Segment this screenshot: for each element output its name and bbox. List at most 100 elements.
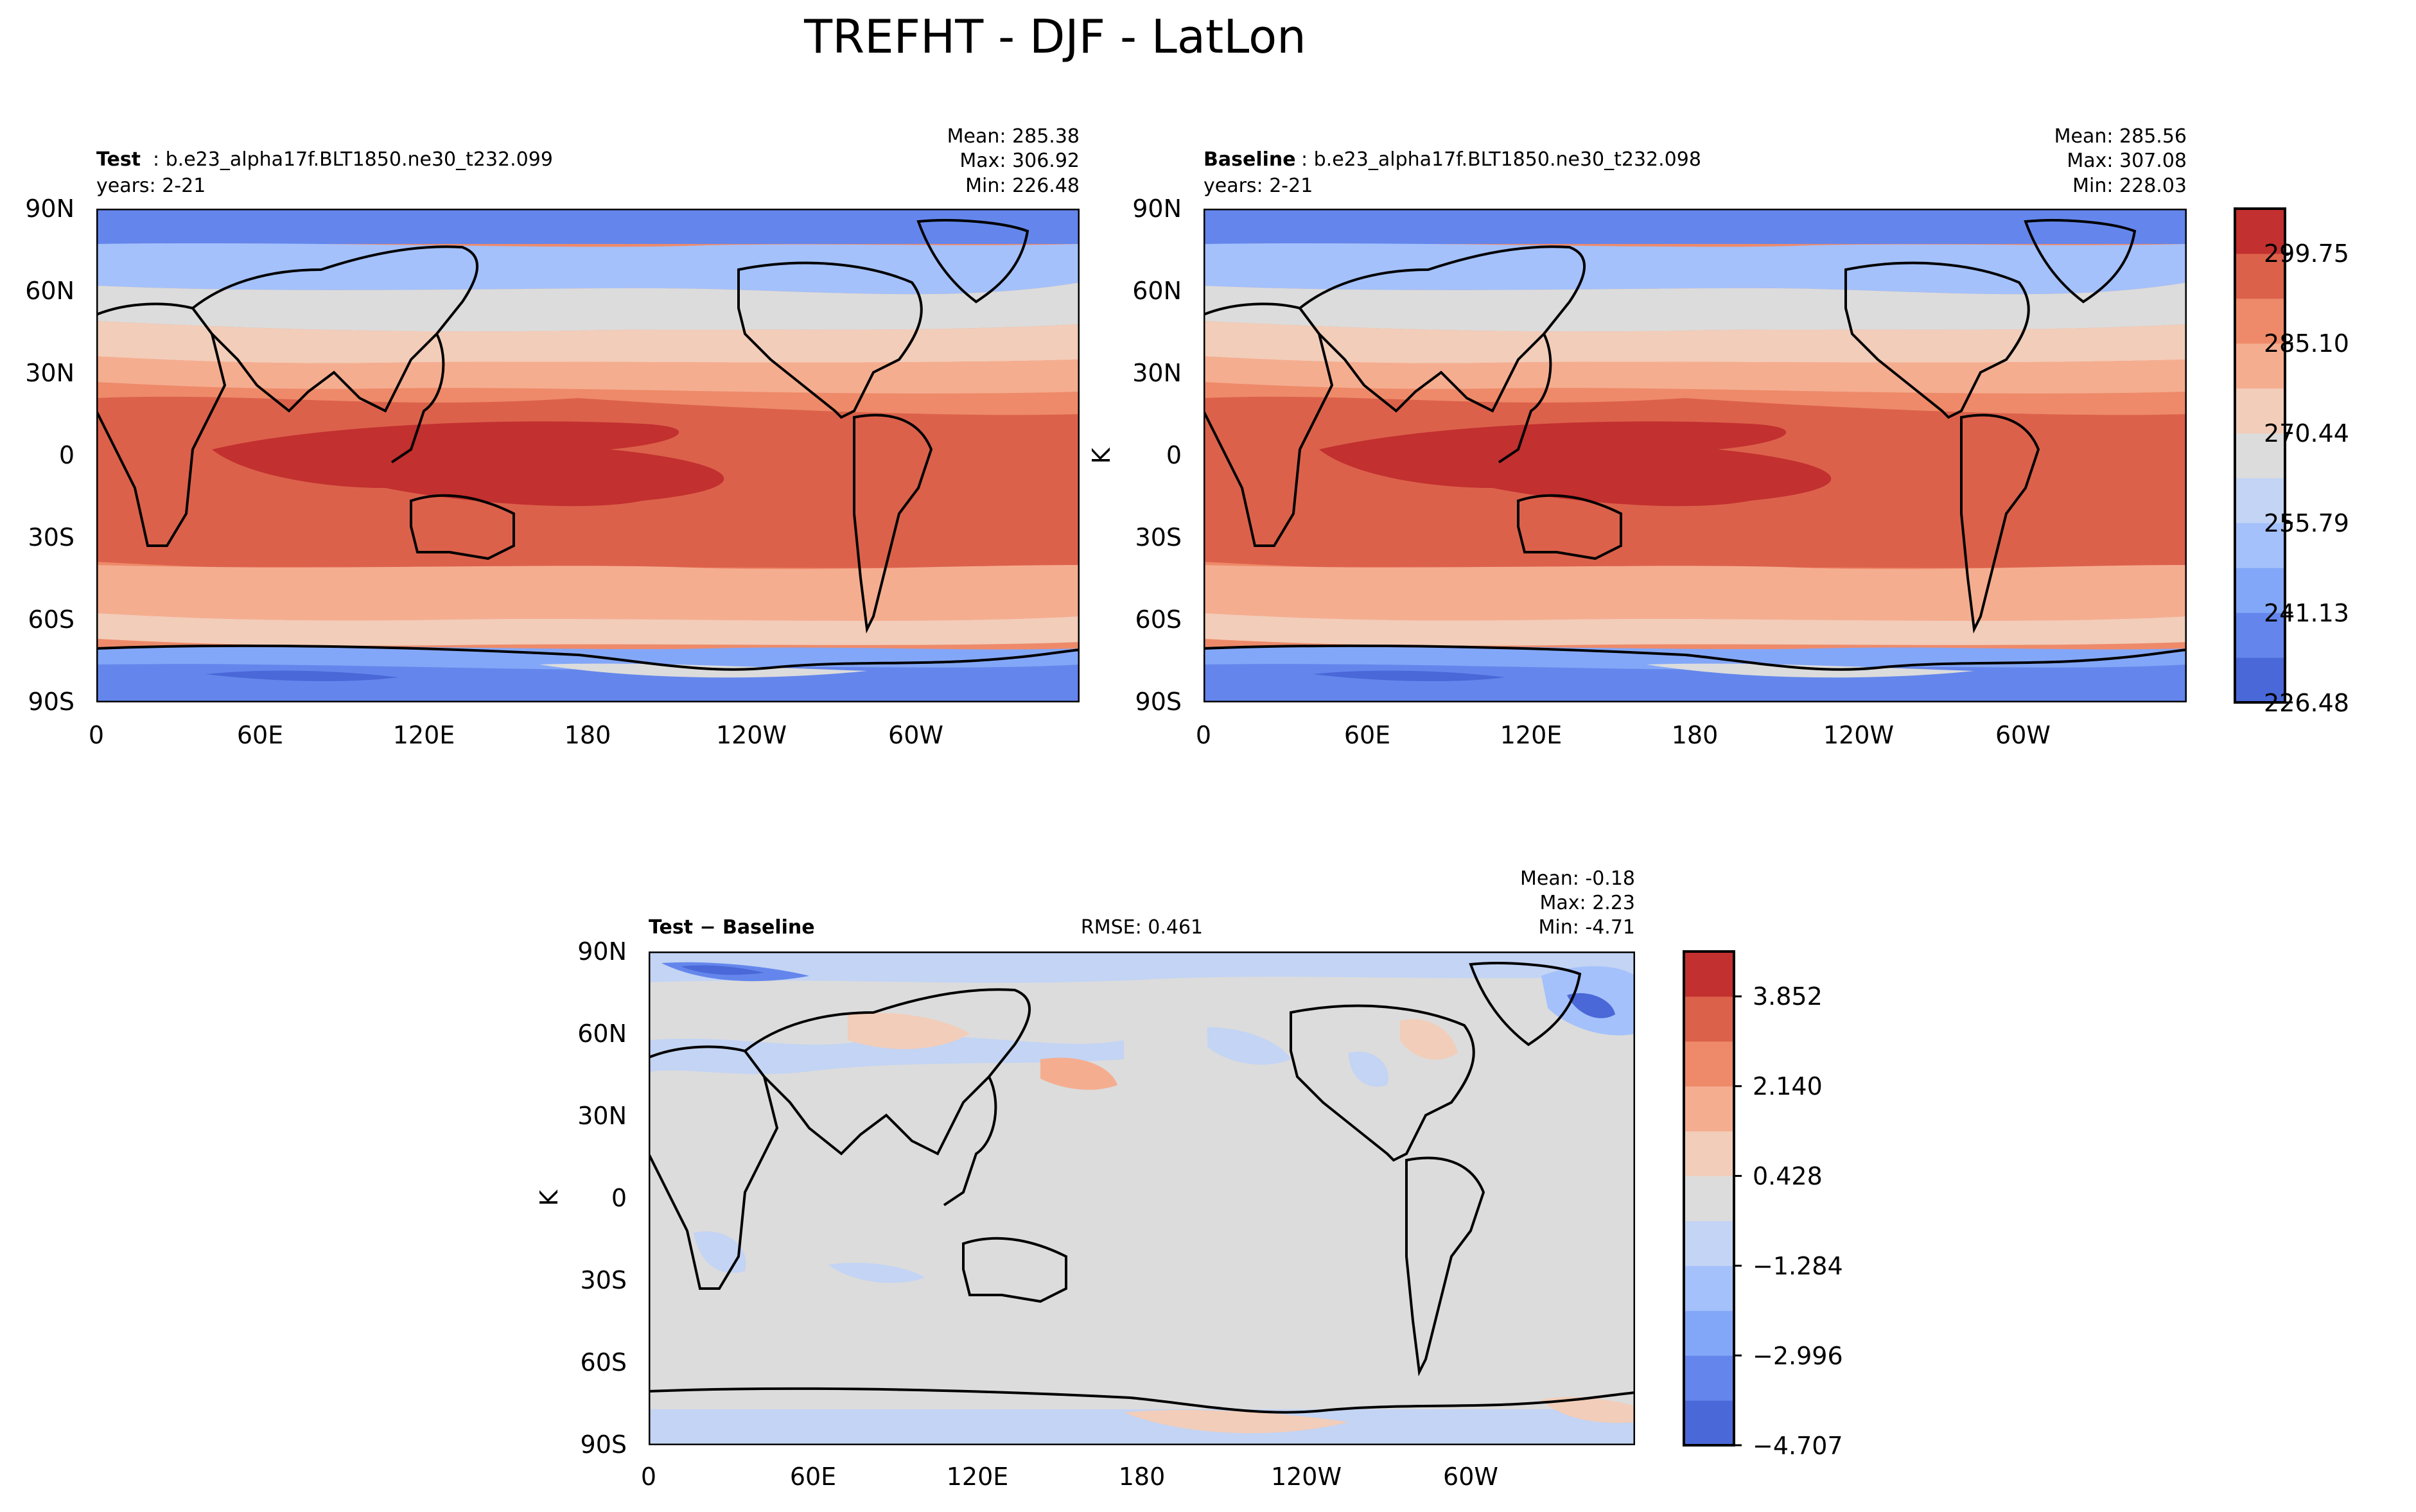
- baseline-xticks: 0 60E 120E 180 120W 60W: [1196, 721, 2051, 749]
- cbar-tick-label: 241.13: [2264, 599, 2349, 627]
- cbar-tick-label: 299.75: [2264, 239, 2349, 268]
- x-tick-label: 0: [641, 1463, 656, 1491]
- x-tick-label: 60W: [888, 721, 943, 749]
- x-tick-label: 180: [1119, 1463, 1166, 1491]
- y-tick-label: 90S: [28, 688, 74, 716]
- x-tick-label: 60E: [790, 1463, 836, 1491]
- y-tick-label: 0: [1166, 441, 1182, 469]
- diff-xticks: 0 60E 120E 180 120W 60W: [641, 1463, 1498, 1491]
- y-tick-label: 30N: [1132, 359, 1182, 387]
- baseline-title-bold: Baseline: [1204, 148, 1296, 171]
- diff-rmse: RMSE: 0.461: [1081, 916, 1203, 939]
- colorbar-segment: [1684, 1355, 1734, 1401]
- colorbar-outline: [1683, 950, 1735, 1447]
- cbar-tick-label: −1.284: [1753, 1252, 1843, 1280]
- colorbar-segment: [1684, 1086, 1734, 1132]
- cbar-tick-label: 2.140: [1753, 1072, 1823, 1100]
- colorbar-segment: [2235, 523, 2285, 568]
- colorbar-segment: [2235, 568, 2285, 613]
- x-tick-label: 0: [89, 721, 104, 749]
- cbar-tick-label: 3.852: [1753, 982, 1823, 1011]
- x-tick-label: 120E: [947, 1463, 1009, 1491]
- colorbar-difference-ticks: 3.852 2.140 0.428 −1.284 −2.996 −4.707: [1753, 982, 1843, 1460]
- y-tick-label: 0: [59, 441, 74, 469]
- y-tick-label: 30N: [25, 359, 74, 387]
- x-tick-label: 120W: [716, 721, 787, 749]
- y-tick-label: 90S: [581, 1430, 627, 1459]
- y-tick-label: 90N: [1132, 195, 1182, 223]
- x-tick-label: 180: [1672, 721, 1719, 749]
- colorbar-segment: [1684, 1176, 1734, 1221]
- colorbar-segment: [1684, 996, 1734, 1042]
- colorbar-segment: [2235, 209, 2285, 254]
- baseline-stat-min: Min: 228.03: [2072, 175, 2187, 197]
- test-map-field: [96, 209, 1080, 702]
- colorbar-outline: [2234, 207, 2286, 704]
- colorbar-segment: [2235, 298, 2285, 344]
- y-tick-label: 60S: [1135, 605, 1182, 634]
- colorbar-difference: [1683, 950, 1742, 1447]
- test-panel: Test : b.e23_alpha17f.BLT1850.ne30_t232.…: [25, 125, 1080, 749]
- y-tick-label: 90N: [577, 937, 627, 966]
- y-tick-label: 30N: [577, 1102, 627, 1130]
- test-years: years: 2-21: [96, 175, 206, 197]
- baseline-title-rest: : b.e23_alpha17f.BLT1850.ne30_t232.098: [1301, 148, 1701, 171]
- cbar-tick-label: 285.10: [2264, 329, 2349, 358]
- diff-panel: Test − Baseline RMSE: 0.461 Mean: -0.18 …: [535, 867, 1635, 1491]
- x-tick-label: 120W: [1271, 1463, 1342, 1491]
- y-tick-label: 60N: [25, 277, 74, 305]
- diff-yticks: 90N 60N 30N 0 30S 60S 90S: [577, 937, 627, 1459]
- x-tick-label: 60E: [1344, 721, 1390, 749]
- test-xticks: 0 60E 120E 180 120W 60W: [89, 721, 943, 749]
- baseline-ylabel: K: [1087, 447, 1116, 464]
- y-tick-label: 0: [611, 1184, 627, 1212]
- baseline-stat-max: Max: 307.08: [2067, 150, 2187, 172]
- colorbar-absolute: [2234, 207, 2293, 704]
- colorbar-segment: [2235, 343, 2285, 389]
- colorbar-segment: [1684, 1265, 1734, 1311]
- y-tick-label: 60N: [1132, 277, 1182, 305]
- colorbar-absolute-ticks: 299.75 285.10 270.44 255.79 241.13 226.4…: [2264, 239, 2349, 717]
- y-tick-label: 30S: [581, 1266, 627, 1294]
- cbar-tick-label: 0.428: [1753, 1162, 1823, 1190]
- cbar-tick-label: 255.79: [2264, 509, 2349, 537]
- y-tick-label: 90N: [25, 195, 74, 223]
- x-tick-label: 60W: [1995, 721, 2051, 749]
- y-tick-label: 60S: [581, 1348, 627, 1377]
- test-title-bold: Test: [96, 148, 141, 171]
- colorbar-segment: [1684, 1041, 1734, 1087]
- colorbar-segment: [2235, 388, 2285, 434]
- figure-title: TREFHT - DJF - LatLon: [803, 10, 1306, 64]
- y-tick-label: 30S: [1135, 523, 1182, 552]
- diff-stat-min: Min: -4.71: [1539, 916, 1636, 939]
- cbar-tick-label: 226.48: [2264, 689, 2349, 717]
- cbar-tick-label: −4.707: [1753, 1432, 1843, 1460]
- baseline-stat-mean: Mean: 285.56: [2054, 125, 2187, 148]
- y-tick-label: 60N: [577, 1020, 627, 1048]
- colorbar-segment: [1684, 1131, 1734, 1177]
- y-tick-label: 60S: [28, 605, 74, 634]
- diff-map-field: [649, 952, 1635, 1445]
- diff-ylabel: K: [535, 1189, 563, 1206]
- test-stat-max: Max: 306.92: [959, 150, 1080, 172]
- baseline-panel: Baseline : b.e23_alpha17f.BLT1850.ne30_t…: [1087, 125, 2187, 749]
- diff-stat-max: Max: 2.23: [1540, 892, 1635, 914]
- test-stat-min: Min: 226.48: [965, 175, 1080, 197]
- x-tick-label: 120E: [393, 721, 455, 749]
- y-tick-label: 30S: [28, 523, 74, 552]
- cbar-tick-label: −2.996: [1753, 1342, 1843, 1370]
- x-tick-label: 60E: [237, 721, 283, 749]
- test-stat-mean: Mean: 285.38: [947, 125, 1080, 148]
- diff-title-bold: Test − Baseline: [649, 916, 815, 939]
- colorbar-segment: [2235, 253, 2285, 299]
- test-title-rest: : b.e23_alpha17f.BLT1850.ne30_t232.099: [153, 148, 553, 171]
- colorbar-segment: [2235, 478, 2285, 523]
- colorbar-segment: [2235, 433, 2285, 478]
- y-tick-label: 90S: [1135, 688, 1182, 716]
- test-yticks: 90N 60N 30N 0 30S 60S 90S: [25, 195, 74, 716]
- diff-stat-mean: Mean: -0.18: [1520, 867, 1635, 890]
- cbar-tick-label: 270.44: [2264, 419, 2349, 448]
- baseline-yticks: 90N 60N 30N 0 30S 60S 90S: [1132, 195, 1182, 716]
- colorbar-segment: [1684, 952, 1734, 997]
